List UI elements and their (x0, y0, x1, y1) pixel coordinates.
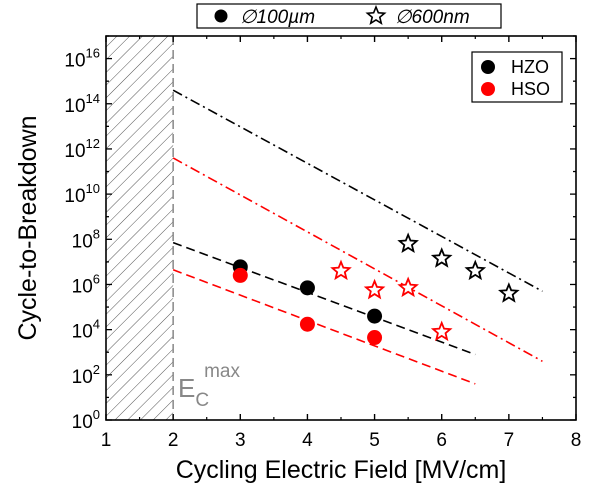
x-axis-label: Cycling Electric Field [MV/cm] (176, 456, 507, 484)
fit-line-4 (172, 269, 476, 385)
top-legend-frame (196, 3, 502, 29)
y-tick-label-10: 1010 (64, 181, 100, 207)
fit-line-1 (172, 89, 543, 292)
x-tick-label-4: 4 (302, 430, 313, 451)
ec-annotation-sup: max (204, 361, 240, 382)
y-tick-base: 10 (64, 186, 85, 207)
y-tick-base: 10 (72, 276, 93, 297)
x-tick-label-6: 6 (436, 430, 447, 451)
point-hzo-star-1 (397, 232, 419, 254)
point-hso-circle-1 (232, 267, 248, 283)
y-tick-exponent: 6 (93, 271, 100, 286)
fit-lines (172, 89, 543, 385)
ec-annotation-sub: C (195, 390, 209, 411)
point-hso-circle-2 (299, 316, 315, 332)
top-legend-circle-label: ∅100µm (240, 7, 315, 28)
y-tick-exponent: 8 (93, 226, 100, 241)
fit-line-3 (172, 241, 476, 356)
y-axis-label: Cycle-to-Breakdown (14, 115, 42, 340)
point-hso-star-2 (363, 278, 386, 300)
point-hso-star-3 (397, 276, 419, 298)
x-tick-label-8: 8 (571, 430, 582, 451)
top-legend-circle-marker (214, 9, 228, 23)
point-hso-star-1 (330, 259, 352, 281)
y-tick-exponent: 16 (86, 46, 100, 61)
y-tick-label-14: 1014 (64, 91, 100, 117)
x-tick-label-2: 2 (168, 430, 179, 451)
y-tick-label-16: 1016 (64, 46, 100, 72)
point-hzo-circle-3 (367, 308, 383, 324)
fit-line-2 (172, 157, 543, 362)
ec-annotation-base: E (178, 373, 195, 403)
x-tick-label-1: 1 (101, 430, 112, 451)
y-tick-exponent: 12 (86, 136, 100, 151)
top-legend: ∅100µm ∅600nm (196, 3, 502, 29)
point-hzo-star-3 (464, 259, 487, 281)
y-tick-base: 10 (64, 141, 85, 162)
y-tick-base: 10 (72, 412, 93, 433)
y-tick-label-2: 102 (72, 362, 100, 388)
inner-legend: HZO HSO (471, 51, 563, 103)
y-tick-exponent: 2 (93, 362, 100, 377)
x-tick-label-5: 5 (369, 430, 380, 451)
legend-hso-marker (481, 82, 495, 96)
legend-hzo-marker (481, 60, 495, 74)
y-tick-exponent: 0 (93, 407, 100, 422)
point-hso-star-4 (430, 320, 453, 342)
point-hzo-star-4 (498, 282, 520, 303)
y-tick-base: 10 (72, 322, 93, 343)
top-legend-star-label: ∅600nm (395, 7, 470, 28)
y-tick-exponent: 4 (93, 317, 100, 332)
y-tick-label-8: 108 (72, 226, 100, 252)
ec-shaded-region (106, 36, 174, 420)
y-tick-exponent: 14 (86, 91, 100, 106)
point-hzo-circle-2 (299, 280, 315, 296)
x-tick-label-7: 7 (504, 430, 515, 451)
ec-max-annotation: ECmax (178, 361, 240, 411)
point-hzo-star-2 (430, 247, 453, 268)
legend-hso-label: HSO (511, 79, 550, 99)
point-hso-circle-3 (367, 330, 383, 346)
legend-hzo-label: HZO (511, 57, 549, 77)
top-legend-star-marker (365, 4, 387, 25)
y-tick-base: 10 (64, 51, 85, 72)
y-tick-exponent: 10 (86, 181, 100, 196)
y-tick-base: 10 (72, 367, 93, 388)
y-tick-label-0: 100 (72, 407, 100, 433)
y-tick-label-12: 1012 (64, 136, 100, 162)
x-tick-label-3: 3 (235, 430, 246, 451)
y-tick-label-4: 104 (72, 317, 100, 343)
data-points (232, 232, 520, 346)
y-tick-base: 10 (64, 96, 85, 117)
y-tick-base: 10 (72, 231, 93, 252)
y-tick-label-6: 106 (72, 271, 100, 297)
